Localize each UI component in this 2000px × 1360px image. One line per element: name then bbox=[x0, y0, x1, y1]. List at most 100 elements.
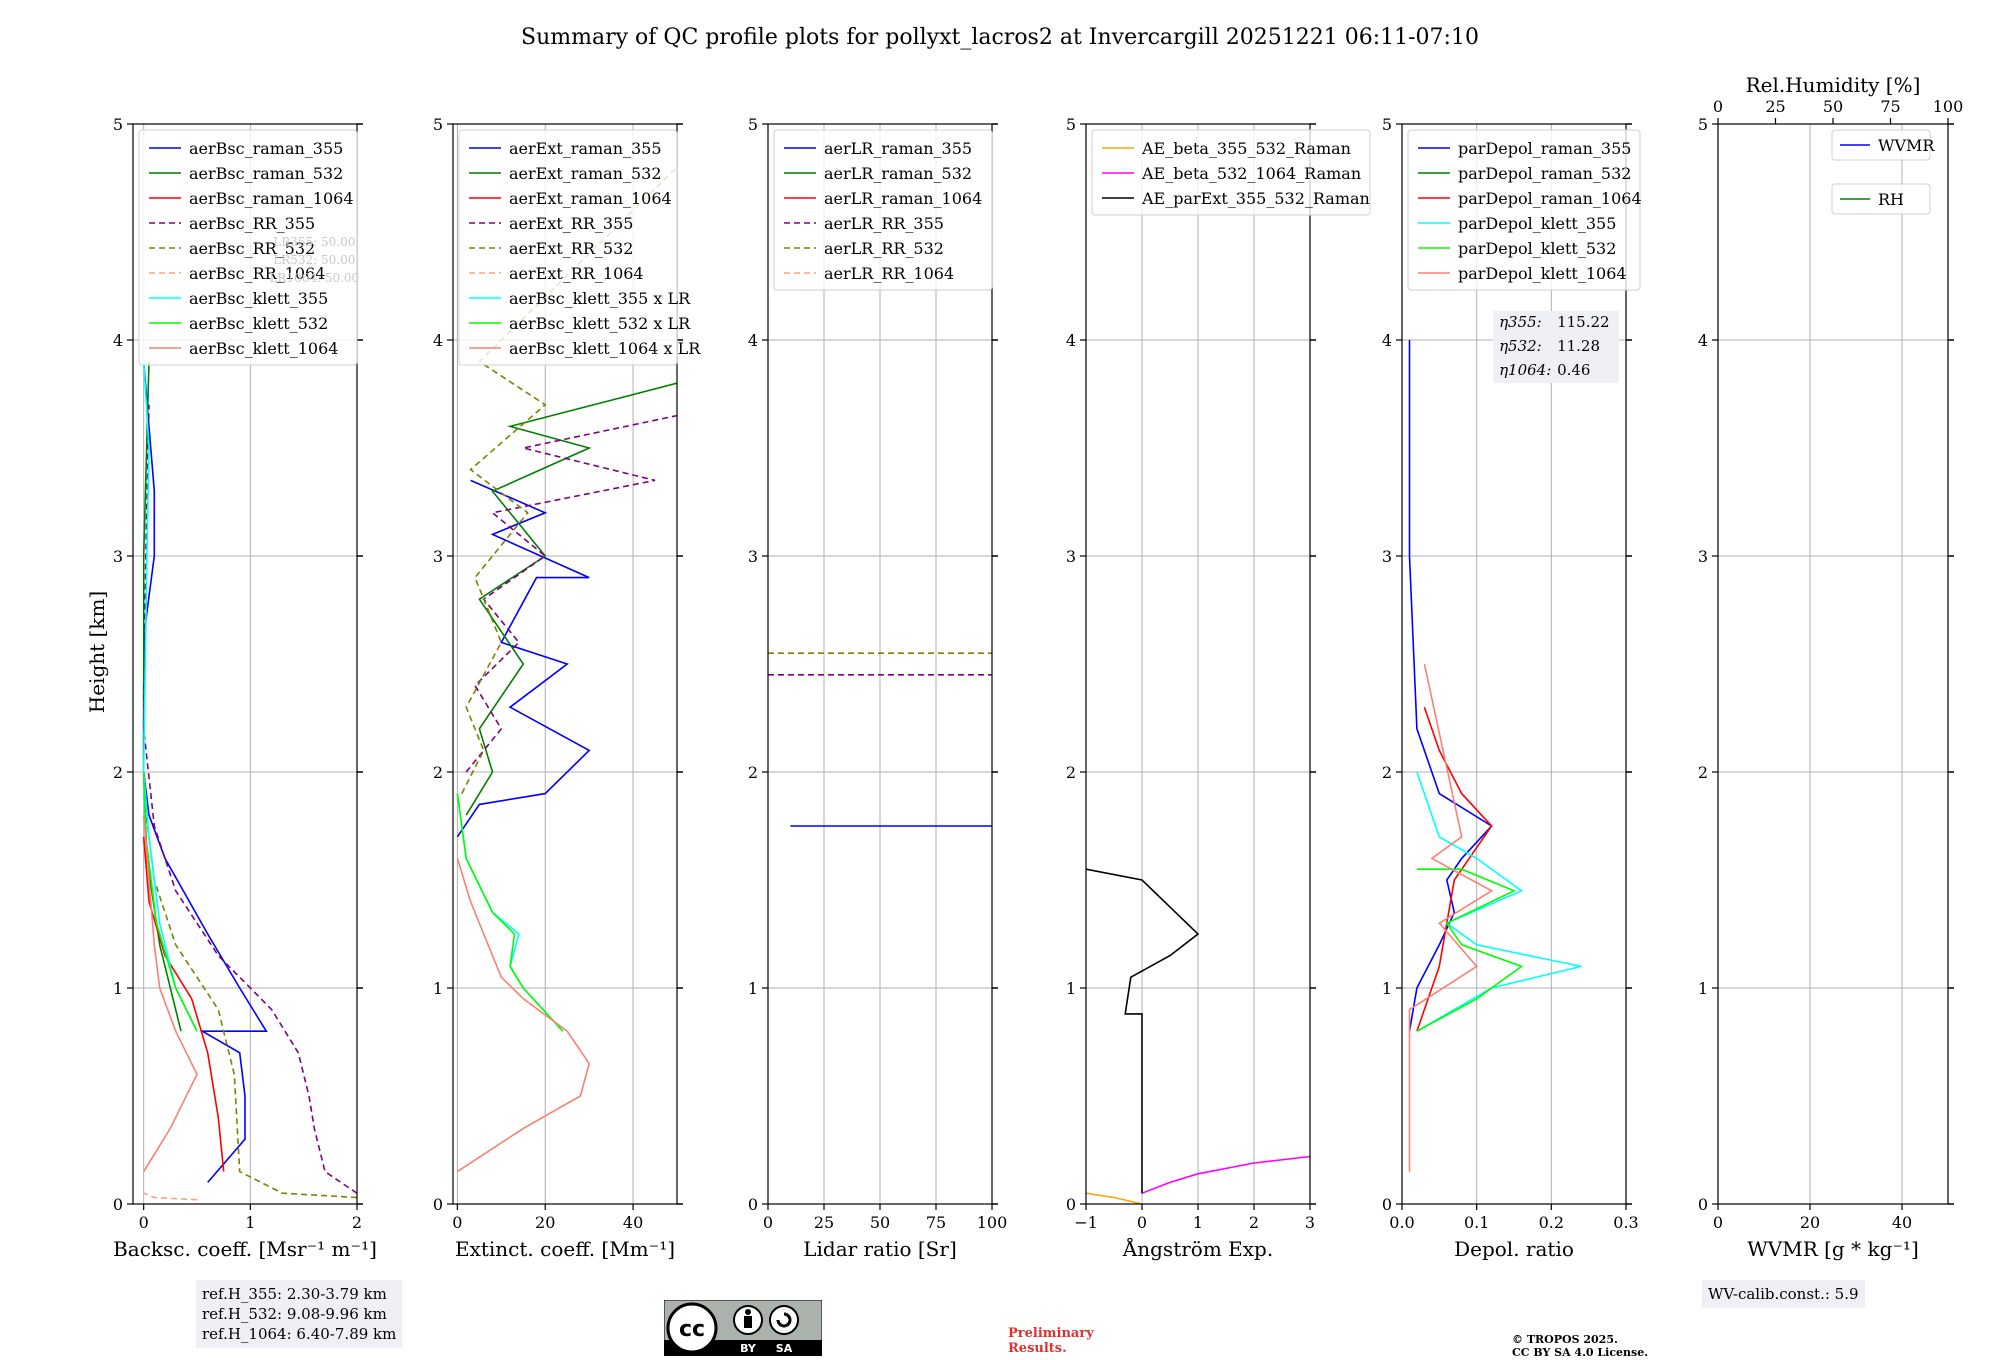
legend-label-parDepol_raman_532: parDepol_raman_532 bbox=[1458, 164, 1631, 183]
x-tick-label: 0 bbox=[1713, 1213, 1723, 1232]
y-tick-label: 5 bbox=[1382, 115, 1392, 134]
x-tick-label: 0 bbox=[452, 1213, 462, 1232]
legend-label-WVMR: WVMR bbox=[1878, 136, 1935, 155]
x-axis-label: Backsc. coeff. [Msr⁻¹ m⁻¹] bbox=[113, 1237, 377, 1261]
legend-box bbox=[1831, 129, 1931, 161]
series-line-aerBsc_raman_1064 bbox=[142, 836, 225, 1172]
top-x-tick-label: 100 bbox=[1933, 97, 1964, 116]
eta-label: η355: bbox=[1499, 313, 1542, 331]
y-tick-label: 1 bbox=[113, 979, 123, 998]
legend-label-aerExt_raman_532: aerExt_raman_532 bbox=[509, 164, 662, 183]
top-x-tick-label: 0 bbox=[1713, 97, 1723, 116]
x-tick-label: 2 bbox=[1249, 1213, 1259, 1232]
series-line-aerBsc_klett_1064 x LR bbox=[456, 858, 591, 1173]
ref-h-532: ref.H_532: 9.08-9.96 km bbox=[202, 1305, 387, 1323]
y-tick-label: 0 bbox=[113, 1195, 123, 1214]
ref-h-1064: ref.H_1064: 6.40-7.89 km bbox=[202, 1325, 397, 1343]
legend-label-aerExt_raman_1064: aerExt_raman_1064 bbox=[509, 189, 672, 208]
series-line-aerBsc_raman_355 bbox=[142, 361, 268, 1183]
cc-by-sa-badge: cc BY SA bbox=[664, 1300, 822, 1356]
y-tick-label: 5 bbox=[433, 115, 443, 134]
series-line-aerExt_RR_532 bbox=[461, 166, 677, 794]
series-line-aerExt_raman_355 bbox=[456, 479, 591, 838]
preliminary-line-1: Preliminary bbox=[1008, 1326, 1094, 1341]
panel-depol: 0.0 0.1 0.2 0.3 0 1 2 3 4 5 Depol. ratio parDepol_r… bbox=[1382, 115, 1642, 1261]
legend-label-aerExt_RR_355: aerExt_RR_355 bbox=[509, 214, 633, 233]
reference-height-box: ref.H_355: 2.30-3.79 km ref.H_532: 9.08-… bbox=[196, 1280, 403, 1348]
legend-label-aerBsc_raman_1064: aerBsc_raman_1064 bbox=[189, 189, 354, 208]
y-tick-label: 1 bbox=[433, 979, 443, 998]
x-tick-label: 2 bbox=[352, 1213, 362, 1232]
x-tick-label: 0.0 bbox=[1389, 1213, 1414, 1232]
x-tick-label: 0 bbox=[763, 1213, 773, 1232]
legend-label-parDepol_klett_1064: parDepol_klett_1064 bbox=[1458, 264, 1627, 283]
legend-label-aerBsc_klett_532: aerBsc_klett_532 bbox=[189, 314, 328, 333]
legend-label-parDepol_klett_532: parDepol_klett_532 bbox=[1458, 239, 1616, 258]
y-tick-label: 2 bbox=[1382, 763, 1392, 782]
legend-label-aerLR_RR_1064: aerLR_RR_1064 bbox=[824, 264, 954, 283]
y-tick-label: 0 bbox=[433, 1195, 443, 1214]
series-line-aerBsc_klett_532 bbox=[142, 771, 198, 1032]
legend-label-aerLR_RR_532: aerLR_RR_532 bbox=[824, 239, 944, 258]
y-tick-label: 5 bbox=[748, 115, 758, 134]
series-line-aerExt_raman_532 bbox=[465, 382, 677, 816]
x-tick-label: 1 bbox=[1193, 1213, 1203, 1232]
panel-backscatter: 0 1 2 0 1 2 3 4 5 Backsc. coeff. [Msr⁻¹ m⁻¹] aerBs… bbox=[113, 115, 377, 1261]
series-line-parDepol_klett_1064 bbox=[1408, 663, 1494, 1172]
x-tick-label: 0.2 bbox=[1539, 1213, 1564, 1232]
series-line-aerBsc_klett_1064 bbox=[142, 815, 198, 1173]
series-line-parDepol_klett_532 bbox=[1416, 868, 1524, 1032]
cc-sa-label: SA bbox=[776, 1342, 793, 1355]
legend-label-aerExt_RR_532: aerExt_RR_532 bbox=[509, 239, 633, 258]
top-x-axis-label: Rel.Humidity [%] bbox=[1746, 73, 1921, 97]
y-tick-label: 3 bbox=[1382, 547, 1392, 566]
legend-box bbox=[1407, 129, 1641, 291]
y-tick-label: 1 bbox=[1698, 979, 1708, 998]
y-tick-label: 5 bbox=[1066, 115, 1076, 134]
y-tick-label: 4 bbox=[1382, 331, 1392, 350]
eta-value: 11.28 bbox=[1557, 337, 1600, 355]
legend-label-aerBsc_RR_355: aerBsc_RR_355 bbox=[189, 214, 315, 233]
series-line-AE_beta_532_1064_Raman bbox=[1141, 1155, 1310, 1194]
y-tick-label: 3 bbox=[1698, 547, 1708, 566]
x-axis-label: Lidar ratio [Sr] bbox=[803, 1237, 957, 1261]
x-tick-label: 0 bbox=[139, 1213, 149, 1232]
eta-box bbox=[1493, 311, 1620, 384]
legend-box bbox=[458, 129, 678, 366]
x-tick-label: 100 bbox=[977, 1213, 1008, 1232]
eta-value: 115.22 bbox=[1557, 313, 1610, 331]
series-line-parDepol_klett_355 bbox=[1416, 771, 1582, 1032]
series-line-parDepol_raman_1064 bbox=[1416, 706, 1493, 1032]
y-tick-label: 3 bbox=[1066, 547, 1076, 566]
x-tick-label: 3 bbox=[1305, 1213, 1315, 1232]
legend-label-RH: RH bbox=[1878, 190, 1904, 209]
legend-label-aerBsc_RR_532: aerBsc_RR_532 bbox=[189, 239, 315, 258]
axes-frame bbox=[132, 123, 358, 1205]
legend-box bbox=[1091, 129, 1371, 216]
axes-frame bbox=[452, 123, 678, 1205]
legend-label-aerBsc_klett_1064 x LR: aerBsc_klett_1064 x LR bbox=[509, 339, 701, 358]
copyright-line-1: © TROPOS 2025. bbox=[1512, 1333, 1618, 1346]
y-tick-label: 2 bbox=[433, 763, 443, 782]
y-axis-label: Height [km] bbox=[85, 591, 109, 713]
y-tick-label: 2 bbox=[113, 763, 123, 782]
legend-label-parDepol_raman_1064: parDepol_raman_1064 bbox=[1458, 189, 1642, 208]
top-x-tick-label: 75 bbox=[1880, 97, 1900, 116]
y-tick-label: 1 bbox=[1382, 979, 1392, 998]
wv-calib-box: WV-calib.const.: 5.9 bbox=[1702, 1280, 1865, 1308]
legend-label-aerLR_raman_1064: aerLR_raman_1064 bbox=[824, 189, 982, 208]
y-tick-label: 0 bbox=[1066, 1195, 1076, 1214]
figure-title: Summary of QC profile plots for pollyxt_… bbox=[521, 25, 1479, 50]
legend-label-aerExt_RR_1064: aerExt_RR_1064 bbox=[509, 264, 644, 283]
y-tick-label: 4 bbox=[113, 331, 123, 350]
legend-box bbox=[773, 129, 993, 291]
y-tick-label: 4 bbox=[1066, 331, 1076, 350]
y-tick-label: 1 bbox=[1066, 979, 1076, 998]
axes-frame bbox=[1401, 123, 1627, 1205]
preliminary-results: Preliminary Results. bbox=[1008, 1326, 1094, 1356]
x-tick-label: 0.1 bbox=[1464, 1213, 1489, 1232]
series-line-aerBsc_klett_355 x LR bbox=[456, 793, 564, 1032]
x-axis-label: Ångström Exp. bbox=[1122, 1236, 1273, 1261]
y-tick-label: 3 bbox=[433, 547, 443, 566]
